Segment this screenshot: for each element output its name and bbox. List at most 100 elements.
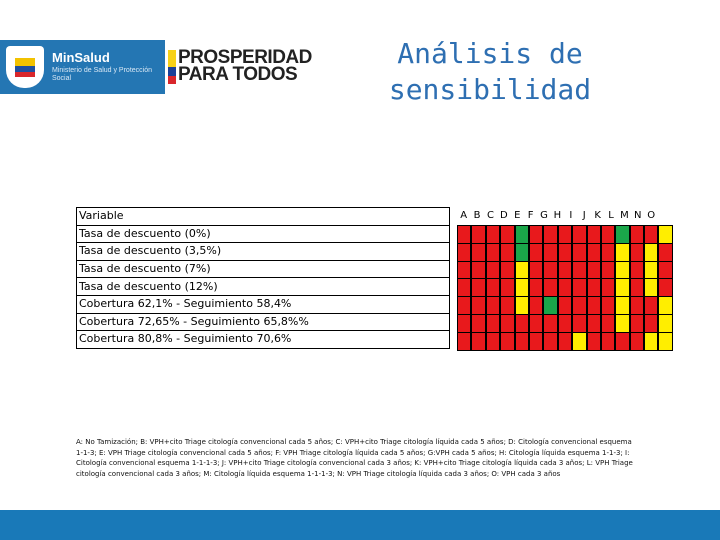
grid-cell xyxy=(600,313,616,333)
table-row: Cobertura 80,8% - Seguimiento 70,6% xyxy=(76,330,450,349)
grid-cell xyxy=(514,313,529,333)
grid-cell xyxy=(658,296,673,315)
grid-cell xyxy=(557,313,573,333)
grid-column-label: N xyxy=(634,210,642,221)
grid-cell xyxy=(543,242,558,262)
grid-cell xyxy=(471,296,486,315)
grid-cell xyxy=(644,278,659,298)
grid-cell xyxy=(615,242,630,262)
grid-cell xyxy=(528,278,544,298)
grid-cell xyxy=(586,260,601,280)
grid-cell xyxy=(543,260,558,280)
grid-cell xyxy=(514,331,529,351)
grid-cell xyxy=(658,331,673,351)
grid-cell xyxy=(629,225,645,244)
grid-cell xyxy=(586,225,601,244)
grid-cell xyxy=(600,242,616,262)
grid-cell xyxy=(600,278,616,298)
grid-cell xyxy=(658,260,673,280)
grid-cell xyxy=(557,242,573,262)
grid-cell xyxy=(629,296,645,315)
grid-cell xyxy=(557,278,573,298)
grid-cell xyxy=(528,331,544,351)
grid-cell xyxy=(629,242,645,262)
grid-column-label: B xyxy=(473,210,481,221)
grid-cell xyxy=(500,331,515,351)
grid-cell xyxy=(514,296,529,315)
grid-row xyxy=(457,225,673,244)
grid-cell xyxy=(644,242,659,262)
variable-cell: Tasa de descuento (12%) xyxy=(76,277,450,296)
grid-column-label: E xyxy=(514,210,521,221)
grid-cell xyxy=(615,313,630,333)
variable-cell: Cobertura 80,8% - Seguimiento 70,6% xyxy=(76,330,450,349)
grid-cell xyxy=(514,225,529,244)
grid-column-label: L xyxy=(608,210,614,221)
grid-cell xyxy=(471,242,486,262)
grid-cell xyxy=(543,278,558,298)
coat-of-arms-icon xyxy=(6,46,44,88)
table-row: Cobertura 72,65% - Seguimiento 65,8%% xyxy=(76,312,450,332)
grid-row xyxy=(457,242,673,262)
grid-cell xyxy=(528,225,544,244)
grid-cell xyxy=(572,278,587,298)
variable-cell: Cobertura 72,65% - Seguimiento 65,8%% xyxy=(76,312,450,332)
variable-cell: Tasa de descuento (3,5%) xyxy=(76,242,450,261)
page-title: Análisis de sensibilidad xyxy=(380,36,600,108)
grid-cell xyxy=(500,242,515,262)
grid-column-label: O xyxy=(647,210,656,221)
grid-cell xyxy=(457,331,472,351)
grid-cell xyxy=(557,260,573,280)
variable-cell: Tasa de descuento (7%) xyxy=(76,259,450,279)
grid-cell xyxy=(615,331,630,351)
grid-cell xyxy=(485,260,501,280)
grid-cell xyxy=(658,313,673,333)
grid-cell xyxy=(586,296,601,315)
variables-table: Variable Tasa de descuento (0%) Tasa de … xyxy=(76,207,450,349)
minsalud-subtitle: Ministerio de Salud y Protección Social xyxy=(52,67,152,82)
grid-cell xyxy=(557,331,573,351)
colombia-flag-icon xyxy=(168,50,176,84)
grid-column-label: H xyxy=(553,210,562,221)
grid-cell xyxy=(572,296,587,315)
grid-column-label: J xyxy=(582,210,586,221)
grid-cell xyxy=(615,260,630,280)
grid-cell xyxy=(457,313,472,333)
grid-cell xyxy=(586,242,601,262)
table-row: Tasa de descuento (0%) xyxy=(76,224,450,244)
grid-cell xyxy=(500,225,515,244)
grid-row xyxy=(457,331,673,351)
grid-cell xyxy=(528,260,544,280)
grid-cell xyxy=(485,331,501,351)
grid-cell xyxy=(514,278,529,298)
grid-cell xyxy=(572,331,587,351)
grid-cell xyxy=(543,331,558,351)
variable-cell: Tasa de descuento (0%) xyxy=(76,224,450,244)
bottom-bar xyxy=(0,510,720,540)
grid-column-label: I xyxy=(569,210,573,221)
grid-cell xyxy=(471,278,486,298)
grid-cell xyxy=(485,313,501,333)
grid-cell xyxy=(629,331,645,351)
grid-cell xyxy=(528,313,544,333)
grid-cell xyxy=(471,313,486,333)
minsalud-logo: MinSalud Ministerio de Salud y Protecció… xyxy=(0,40,165,94)
grid-row xyxy=(457,260,673,280)
table-row: Tasa de descuento (7%) xyxy=(76,259,450,279)
grid-column-label: A xyxy=(460,210,468,221)
grid-column-label: M xyxy=(620,210,629,221)
grid-cell xyxy=(600,260,616,280)
minsalud-name: MinSalud xyxy=(52,50,110,65)
grid-cell xyxy=(543,313,558,333)
grid-cell xyxy=(500,296,515,315)
grid-cell xyxy=(543,225,558,244)
grid-row xyxy=(457,296,673,315)
grid-cell xyxy=(586,278,601,298)
grid-cell xyxy=(658,242,673,262)
grid-cell xyxy=(572,242,587,262)
grid-cell xyxy=(485,296,501,315)
grid-cell xyxy=(572,225,587,244)
table-header: Variable xyxy=(76,207,450,226)
